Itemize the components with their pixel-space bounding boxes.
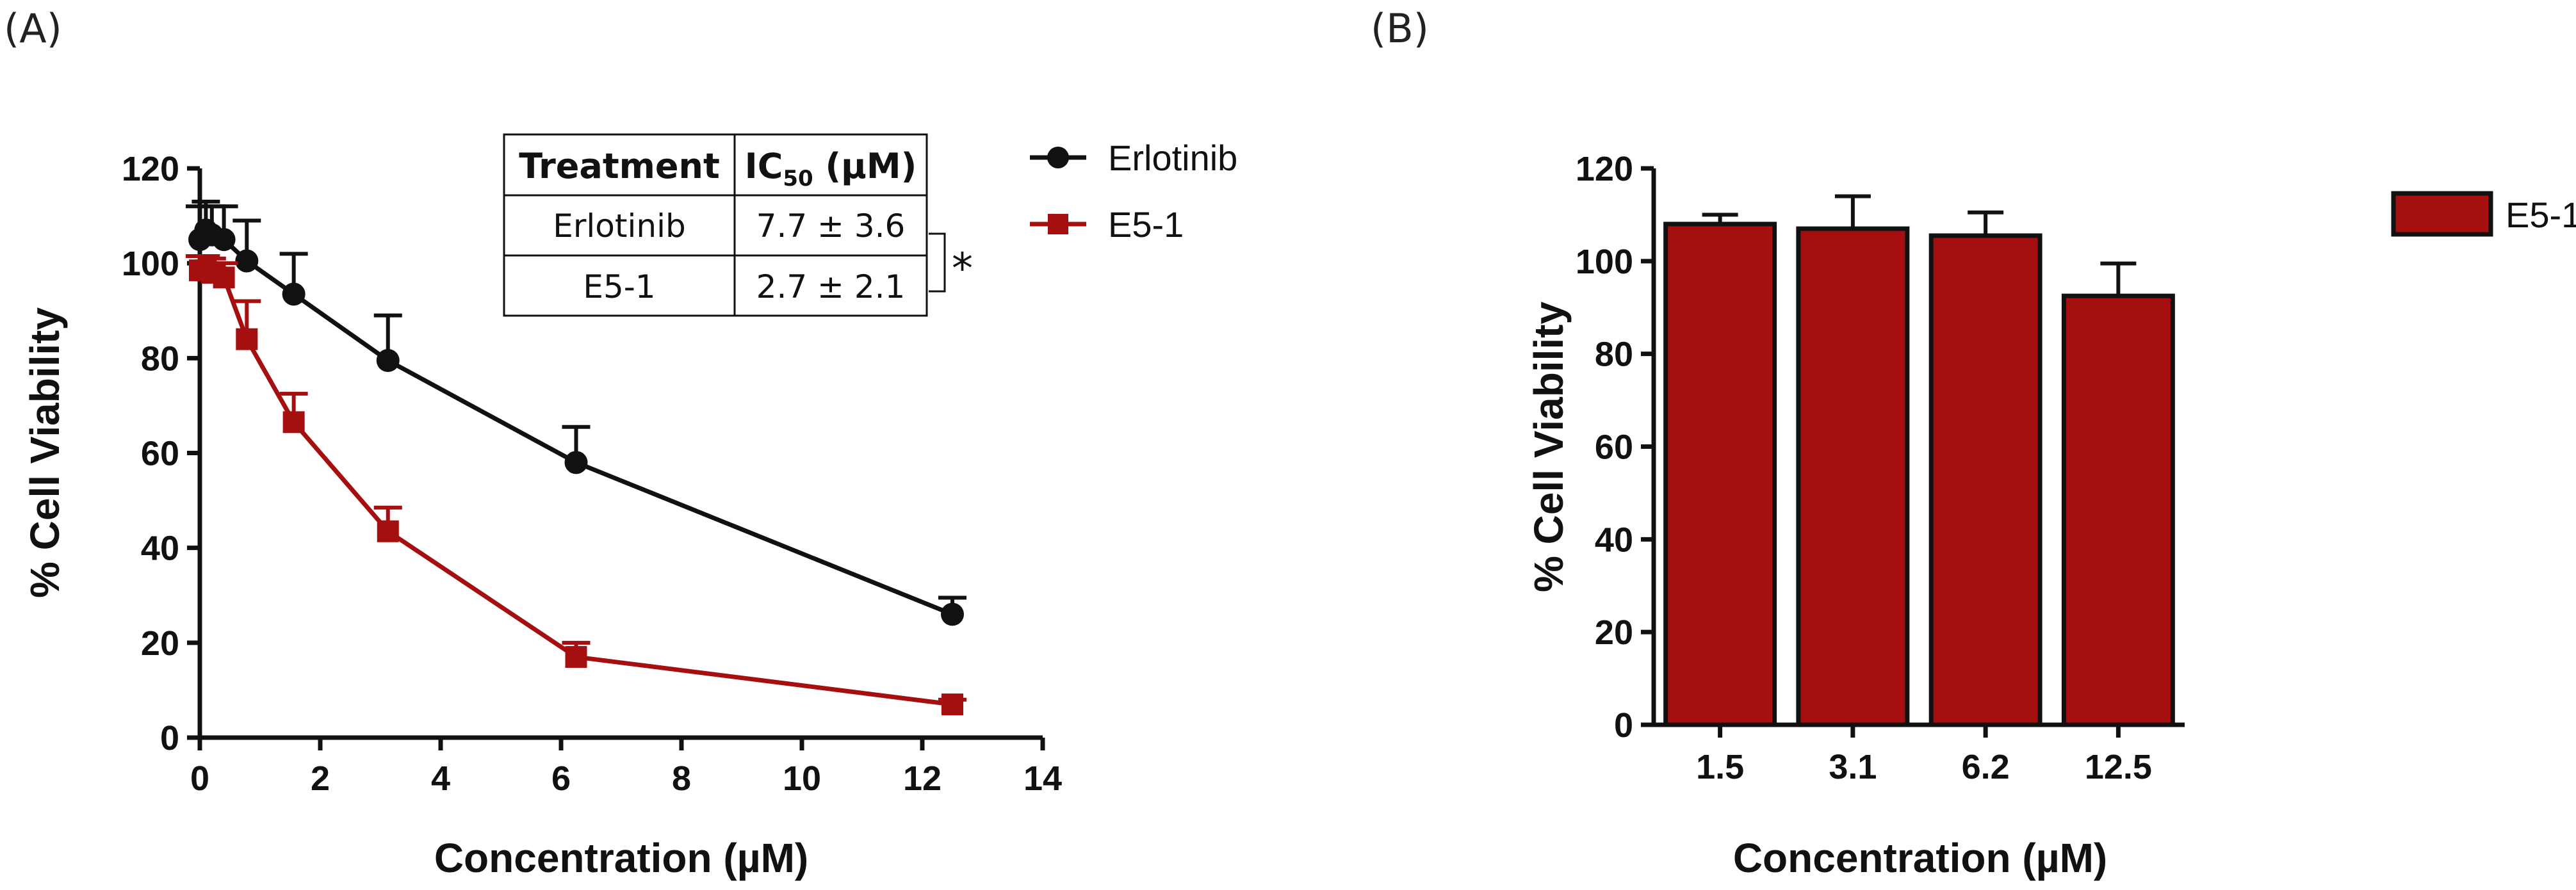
panel-b-x-axis-title: Concentration (µM) xyxy=(1733,835,2107,881)
panel-a-y-tick-label: 20 xyxy=(141,624,179,663)
panel-b-y-tick-label: 40 xyxy=(1595,521,1633,559)
panel-a-y-tick-label: 60 xyxy=(141,435,179,473)
significance-star: * xyxy=(952,244,973,293)
ic50-row-e5-1-treatment: E5-1 xyxy=(583,268,655,305)
point-erlotinib xyxy=(376,349,400,373)
panel-a-x-tick-label: 12 xyxy=(903,759,942,798)
panel-a-y-tick-label: 40 xyxy=(141,530,179,568)
point-erlotinib xyxy=(282,282,306,306)
panel-b-x-tick-label: 3.1 xyxy=(1829,748,1877,786)
panel-a-y-tick-label: 80 xyxy=(141,339,179,378)
legend-b-e5-1-label: E5-1 xyxy=(2506,195,2576,235)
panel-a-y-tick-label: 120 xyxy=(122,150,179,188)
ic50-header-unit: (µM) xyxy=(813,146,917,186)
legend-erlotinib-label: Erlotinib xyxy=(1108,138,1237,178)
panel-b-x-tick-label: 12.5 xyxy=(2085,748,2152,786)
panel-a-x-axis-title: Concentration (µM) xyxy=(434,835,808,881)
legend-erlotinib-marker xyxy=(1047,147,1069,168)
bar-6-2 xyxy=(1928,233,2042,727)
point-erlotinib xyxy=(235,249,259,273)
panel-a-y-axis-title: % Cell Viability xyxy=(22,307,68,599)
panel-b-y-tick-label: 0 xyxy=(1614,706,1633,745)
bar-3-1 xyxy=(1796,226,1910,727)
point-e5-1 xyxy=(942,693,963,716)
panel-b-y-tick-label: 100 xyxy=(1576,243,1633,281)
panel-a-legend: Erlotinib E5-1 xyxy=(1030,138,1237,245)
ic50-header-ic: IC50 (µM) xyxy=(745,146,917,191)
panel-a-x-tick-label: 14 xyxy=(1023,759,1062,798)
panel-a-y-tick-label: 100 xyxy=(122,245,179,283)
panel-b-y-tick-label: 20 xyxy=(1595,613,1633,652)
point-e5-1 xyxy=(282,411,305,433)
bar-12-5 xyxy=(2061,293,2175,727)
panel-a-x-tick-label: 6 xyxy=(551,759,571,798)
panel-b-y-tick-label: 80 xyxy=(1595,336,1633,374)
line-e5-1 xyxy=(200,268,953,707)
point-erlotinib xyxy=(941,603,964,626)
panel-b-label: (B) xyxy=(1371,5,1429,52)
ic50-table: Treatment IC50 (µM) Erlotinib 7.7 ± 3.6 … xyxy=(503,133,973,317)
legend-e5-1-swatch xyxy=(2391,191,2493,237)
panel-a-x-ticks: 0 2 4 6 8 10 12 14 xyxy=(190,738,1062,798)
panel-a-y-tick-label: 0 xyxy=(160,719,179,757)
panel-b-y-ticks: 0 20 40 60 80 100 120 xyxy=(1576,150,1654,745)
panel-b-x-tick-label: 1.5 xyxy=(1696,748,1744,786)
panel-b-bars xyxy=(1663,194,2175,727)
point-e5-1 xyxy=(213,266,235,289)
point-erlotinib xyxy=(212,228,236,252)
series-erlotinib xyxy=(186,199,966,626)
panel-a-x-tick-label: 0 xyxy=(190,759,209,798)
point-e5-1 xyxy=(236,328,258,350)
panel-b-x-tick-label: 6.2 xyxy=(1962,748,2010,786)
panel-b-y-axis-title: % Cell Viability xyxy=(1526,302,1572,593)
bar-1-5 xyxy=(1663,222,1777,727)
panel-a-x-tick-label: 10 xyxy=(783,759,821,798)
panel-b-y-tick-label: 120 xyxy=(1576,150,1633,188)
ic50-row-erlotinib-value: 7.7 ± 3.6 xyxy=(756,207,906,245)
ic50-table-border xyxy=(503,133,928,317)
point-erlotinib xyxy=(564,451,588,474)
panel-a-x-tick-label: 2 xyxy=(311,759,330,798)
ic50-header-subscript: 50 xyxy=(783,166,813,191)
ic50-header-treatment: Treatment xyxy=(519,146,720,186)
panel-a-x-tick-label: 4 xyxy=(431,759,450,798)
panel-a-series xyxy=(186,199,966,716)
panel-b: (B) 0 20 40 60 80 100 120 1.5 3.1 6.2 12.5 Concen… xyxy=(1371,5,2576,881)
panel-b-y-tick-label: 60 xyxy=(1595,428,1633,467)
ic50-row-erlotinib-treatment: Erlotinib xyxy=(553,207,685,245)
legend-e5-1-label: E5-1 xyxy=(1108,204,1184,245)
panel-a-y-ticks: 0 20 40 60 80 100 120 xyxy=(122,150,200,757)
ic50-header-ic-main: IC xyxy=(745,146,783,186)
legend-e5-1-marker xyxy=(1048,214,1068,234)
panel-b-legend: E5-1 xyxy=(2391,191,2576,237)
point-e5-1 xyxy=(565,646,587,668)
panel-b-x-ticks: 1.5 3.1 6.2 12.5 xyxy=(1696,725,2152,786)
point-e5-1 xyxy=(377,520,399,542)
panel-a: (A) 0 20 40 60 80 100 120 0 2 4 6 8 10 12 14 Concentr… xyxy=(4,5,1237,881)
series-e5-1 xyxy=(186,254,966,716)
panel-a-label: (A) xyxy=(4,5,62,52)
ic50-row-e5-1-value: 2.7 ± 2.1 xyxy=(756,268,906,305)
panel-a-x-tick-label: 8 xyxy=(672,759,691,798)
significance-bracket xyxy=(929,232,946,293)
